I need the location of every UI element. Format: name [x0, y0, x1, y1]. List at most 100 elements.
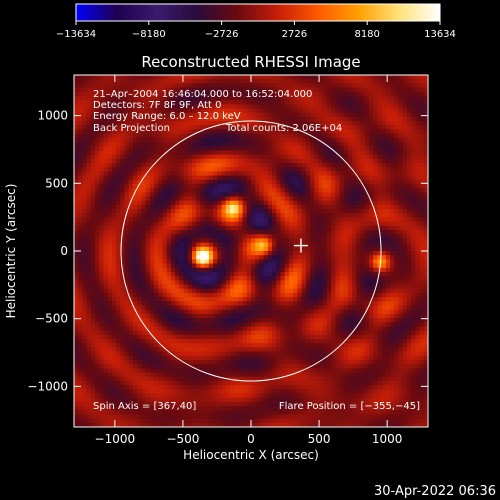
heatmap-cell	[415, 91, 420, 97]
heatmap-cell	[373, 91, 378, 97]
heatmap-cell	[390, 196, 395, 202]
heatmap-cell	[364, 305, 370, 311]
heatmap-cell	[343, 246, 349, 252]
heatmap-cell	[352, 217, 357, 223]
heatmap-cell	[78, 95, 83, 101]
heatmap-cell	[82, 238, 88, 244]
heatmap-cell	[120, 276, 125, 281]
heatmap-cell	[377, 238, 383, 244]
heatmap-cell	[419, 100, 425, 105]
heatmap-cell	[398, 104, 404, 109]
heatmap-cell	[196, 116, 201, 122]
heatmap-cell	[246, 154, 252, 160]
heatmap-cell	[183, 91, 189, 97]
heatmap-cell	[238, 179, 243, 185]
heatmap-cell	[111, 112, 117, 118]
heatmap-cell	[158, 217, 163, 223]
heatmap-cell	[208, 292, 214, 298]
heatmap-cell	[200, 79, 206, 84]
heatmap-cell	[242, 158, 248, 164]
heatmap-cell	[74, 179, 79, 185]
heatmap-cell	[242, 154, 248, 160]
heatmap-cell	[369, 167, 374, 172]
heatmap-cell	[322, 242, 328, 248]
heatmap-cell	[158, 292, 163, 298]
heatmap-cell	[280, 313, 286, 319]
heatmap-cell	[166, 87, 172, 93]
heatmap-cell	[360, 217, 366, 223]
heatmap-cell	[267, 267, 273, 273]
heatmap-cell	[208, 242, 214, 248]
heatmap-cell	[423, 108, 428, 114]
heatmap-cell	[398, 288, 404, 294]
heatmap-cell	[310, 217, 315, 223]
heatmap-cell	[128, 259, 134, 264]
heatmap-cell	[111, 217, 117, 223]
heatmap-cell	[339, 116, 345, 122]
heatmap-cell	[381, 87, 387, 93]
heatmap-cell	[385, 259, 391, 264]
heatmap-cell	[124, 292, 130, 298]
heatmap-cell	[293, 146, 298, 151]
heatmap-cell	[335, 133, 340, 139]
heatmap-cell	[82, 112, 88, 118]
heatmap-cell	[364, 163, 370, 168]
heatmap-cell	[377, 142, 383, 147]
heatmap-cell	[377, 150, 383, 156]
heatmap-cell	[259, 95, 265, 101]
heatmap-cell	[179, 221, 184, 227]
heatmap-cell	[251, 209, 256, 214]
heatmap-cell	[364, 137, 370, 143]
heatmap-cell	[86, 271, 92, 277]
heatmap-cell	[267, 251, 273, 256]
heatmap-cell	[200, 309, 206, 315]
heatmap-cell	[111, 163, 117, 168]
heatmap-cell	[103, 175, 109, 181]
heatmap-cell	[246, 251, 252, 256]
heatmap-cell	[272, 116, 277, 122]
heatmap-cell	[74, 116, 79, 122]
heatmap-cell	[128, 200, 134, 206]
heatmap-cell	[390, 238, 395, 244]
heatmap-cell	[103, 183, 109, 189]
heatmap-cell	[133, 297, 138, 302]
heatmap-cell	[347, 121, 353, 126]
heatmap-cell	[162, 175, 168, 181]
heatmap-cell	[225, 163, 231, 168]
heatmap-cell	[326, 251, 332, 256]
heatmap-cell	[385, 196, 391, 202]
heatmap-cell	[208, 280, 214, 285]
heatmap-cell	[419, 183, 425, 189]
heatmap-cell	[221, 188, 227, 193]
heatmap-cell	[297, 95, 302, 101]
heatmap-cell	[158, 121, 163, 126]
heatmap-cell	[154, 318, 159, 323]
heatmap-cell	[192, 297, 197, 302]
heatmap-cell	[364, 255, 370, 260]
heatmap-cell	[192, 276, 197, 281]
heatmap-cell	[200, 150, 206, 156]
heatmap-cell	[377, 305, 383, 311]
heatmap-cell	[267, 301, 273, 306]
heatmap-cell	[339, 83, 345, 88]
heatmap-cell	[78, 309, 83, 315]
heatmap-cell	[335, 255, 340, 260]
heatmap-cell	[310, 175, 315, 181]
heatmap-cell	[406, 217, 412, 223]
heatmap-cell	[293, 75, 298, 80]
heatmap-cell	[255, 213, 260, 218]
heatmap-cell	[288, 167, 294, 172]
heatmap-cell	[99, 137, 104, 143]
heatmap-cell	[166, 200, 172, 206]
heatmap-cell	[90, 100, 96, 105]
heatmap-cell	[99, 284, 104, 290]
heatmap-cell	[141, 263, 147, 269]
heatmap-cell	[305, 238, 311, 244]
heatmap-cell	[133, 292, 138, 298]
heatmap-cell	[272, 108, 277, 114]
heatmap-cell	[166, 137, 172, 143]
heatmap-cell	[255, 297, 260, 302]
heatmap-cell	[314, 213, 319, 218]
heatmap-cell	[415, 200, 420, 206]
heatmap-cell	[246, 242, 252, 248]
